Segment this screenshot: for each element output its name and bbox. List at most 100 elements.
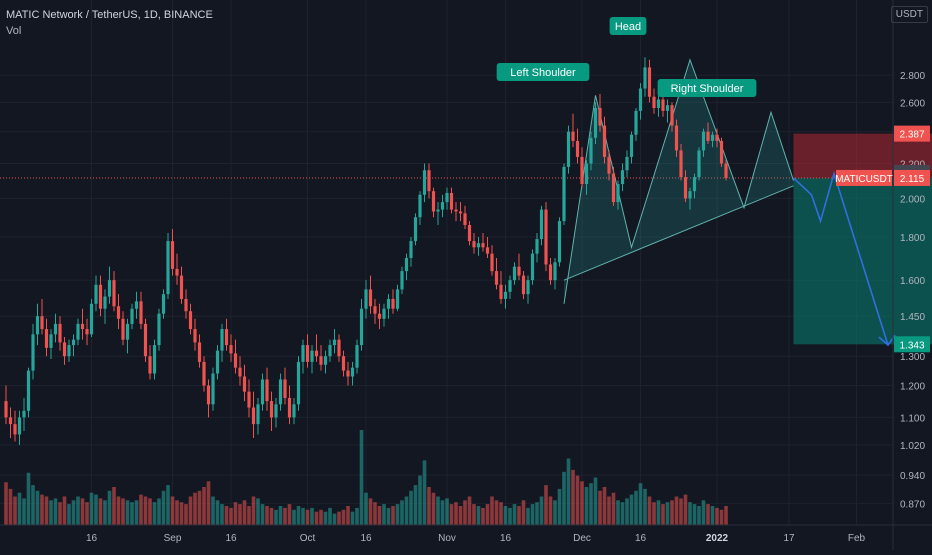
volume-bar <box>715 508 719 525</box>
volume-bar <box>148 498 152 525</box>
candle-body <box>220 329 223 351</box>
x-tick-label: 16 <box>635 533 647 544</box>
last-price-tag-text: 2.115 <box>900 174 925 185</box>
volume-bar <box>306 510 310 525</box>
volume-bar <box>216 500 220 525</box>
candle-body <box>549 264 552 280</box>
candle-body <box>135 301 138 308</box>
candle-body <box>427 170 430 191</box>
candle-body <box>450 193 453 210</box>
candle-body <box>490 254 493 271</box>
volume-bar <box>679 498 683 525</box>
candle-body <box>13 424 16 434</box>
candle-body <box>571 132 574 141</box>
volume-bar <box>108 491 112 525</box>
candle-body <box>445 193 448 202</box>
candle-body <box>225 329 228 345</box>
volume-bar <box>238 504 242 525</box>
candle-body <box>211 374 214 405</box>
volume-bar <box>598 491 602 525</box>
candle-body <box>693 177 696 191</box>
volume-bar <box>310 508 314 525</box>
symbol-title[interactable]: MATIC Network / TetherUS, 1D, BINANCE <box>6 9 213 21</box>
candle-body <box>121 319 124 340</box>
volume-bar <box>220 504 224 525</box>
volume-bar <box>463 500 467 525</box>
candle-body <box>400 271 403 289</box>
candle-body <box>589 138 592 164</box>
candle-body <box>567 132 570 167</box>
candle-body <box>499 285 502 299</box>
candle-body <box>684 177 687 198</box>
candle-body <box>679 150 682 177</box>
volume-bar <box>607 497 611 526</box>
volume-bar <box>688 502 692 525</box>
candle-body <box>319 356 322 365</box>
volume-bar <box>126 500 130 525</box>
candle-body <box>301 345 304 362</box>
volume-bar <box>711 506 715 525</box>
volume-bar <box>247 506 251 525</box>
candle-body <box>328 345 331 356</box>
volume-bar <box>117 497 121 526</box>
candle-body <box>297 362 300 404</box>
volume-bar <box>202 487 206 525</box>
volume-bar <box>405 497 409 526</box>
candle-body <box>652 97 655 108</box>
volume-bar <box>576 476 580 525</box>
candle-body <box>463 213 466 225</box>
volume-bar <box>432 493 436 525</box>
candle-body <box>688 191 691 198</box>
candle-body <box>117 306 120 319</box>
volume-bar <box>594 478 598 526</box>
candle-body <box>144 324 147 356</box>
candle-body <box>157 314 160 345</box>
volume-bar <box>225 506 229 525</box>
x-tick-label: Nov <box>438 533 456 544</box>
volume-bar <box>301 508 305 525</box>
volume-bar <box>355 508 359 525</box>
volume-bar <box>630 495 634 525</box>
volume-bar <box>652 502 656 525</box>
candle-body <box>342 356 345 370</box>
volume-bar <box>526 508 530 525</box>
volume-bar <box>499 502 503 525</box>
candle-body <box>108 280 111 296</box>
candle-body <box>180 276 183 299</box>
volume-bar <box>589 483 593 525</box>
y-tick-label: 2.600 <box>900 98 925 109</box>
candle-body <box>472 241 475 247</box>
volume-bar <box>261 504 265 525</box>
candle-body <box>387 299 390 309</box>
candle-body <box>630 135 633 157</box>
currency-label[interactable]: USDT <box>891 6 928 23</box>
candle-body <box>522 276 525 295</box>
volume-bar <box>454 502 458 525</box>
volume-indicator-label[interactable]: Vol <box>6 25 21 37</box>
volume-bar <box>508 508 512 525</box>
candle-body <box>31 334 34 370</box>
candle-body <box>535 239 538 254</box>
candle-body <box>373 306 376 313</box>
volume-bar <box>661 504 665 525</box>
volume-bar <box>666 502 670 525</box>
y-tick-label: 1.200 <box>900 382 925 393</box>
candle-body <box>85 329 88 334</box>
volume-bar <box>562 472 566 525</box>
volume-bar <box>639 483 643 525</box>
candle-body <box>81 324 84 329</box>
candle-body <box>576 141 579 157</box>
volume-bar <box>472 504 476 525</box>
volume-bar <box>684 495 688 525</box>
candle-body <box>139 301 142 324</box>
x-tick-label: 2022 <box>706 533 729 544</box>
volume-bar <box>283 508 287 525</box>
candle-body <box>22 411 25 418</box>
y-tick-label: 1.800 <box>900 233 925 244</box>
candle-body <box>625 157 628 170</box>
x-tick-label: 16 <box>500 533 512 544</box>
candle-body <box>616 184 619 202</box>
volume-bar <box>549 497 553 526</box>
